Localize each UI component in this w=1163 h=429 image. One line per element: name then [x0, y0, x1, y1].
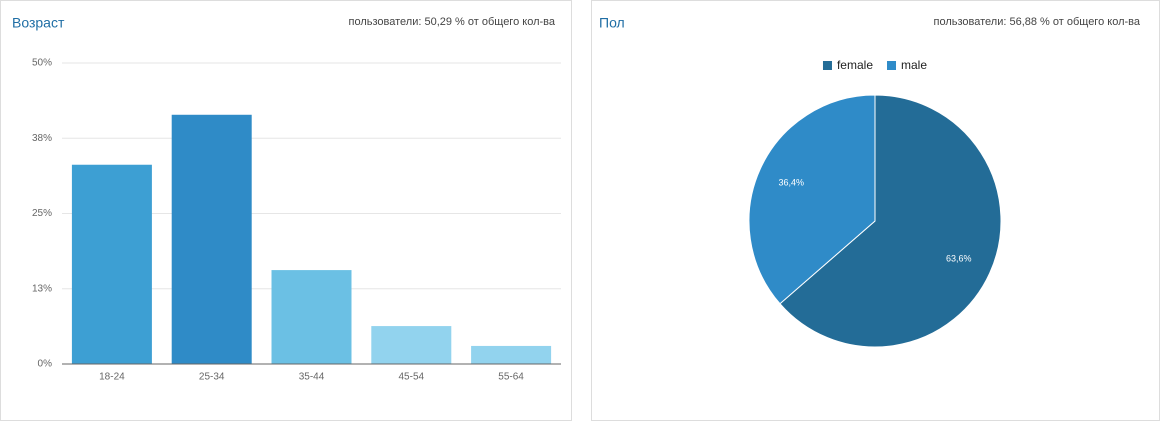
x-tick-label: 45-54	[399, 372, 425, 383]
y-tick-label: 38%	[32, 133, 52, 144]
pie-slice	[779, 94, 1002, 348]
x-tick-label: 55-64	[498, 372, 524, 383]
legend-swatch	[822, 61, 832, 70]
y-tick-label: 13%	[32, 283, 52, 294]
x-tick-label: 35-44	[299, 372, 325, 383]
y-tick-label: 25%	[32, 208, 52, 219]
bar	[471, 345, 552, 364]
legend-label: male	[901, 58, 927, 72]
chart-title: Возраст	[12, 15, 65, 31]
x-tick-label: 25-34	[199, 372, 225, 383]
bar	[371, 326, 452, 364]
legend-label: female	[837, 58, 873, 72]
y-tick-label: 50%	[32, 58, 52, 69]
bar	[71, 164, 152, 364]
slice-label: 63,6%	[946, 253, 972, 263]
x-tick-label: 18-24	[99, 372, 125, 383]
y-tick-label: 0%	[38, 359, 53, 370]
chart-subtitle: пользователи: 50,29 % от общего кол-ва	[349, 16, 556, 28]
pie-slice	[748, 94, 876, 305]
bar	[271, 270, 352, 364]
slice-label: 36,4%	[779, 177, 805, 187]
legend-swatch	[887, 61, 897, 70]
bar	[171, 114, 252, 364]
chart-subtitle: пользователи: 56,88 % от общего кол-ва	[934, 16, 1141, 28]
chart-title: Пол	[599, 15, 625, 31]
